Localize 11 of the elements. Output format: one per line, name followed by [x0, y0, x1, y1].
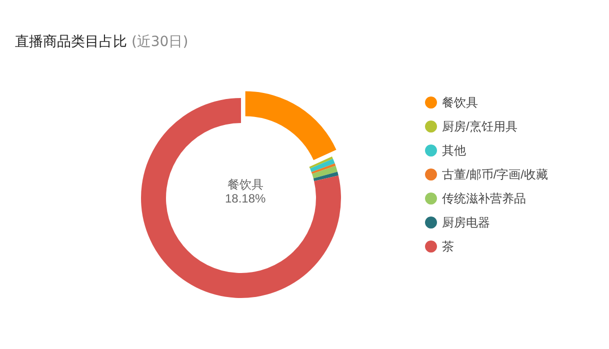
legend-label: 其他 [442, 144, 466, 158]
legend-label: 餐饮具 [442, 96, 478, 110]
slice-label: 餐饮具 [227, 177, 264, 192]
legend-label: 传统滋补营养品 [442, 192, 526, 206]
legend-label: 厨房电器 [442, 216, 490, 230]
chart-title: 直播商品类目占比 [15, 34, 127, 50]
chart-subtitle: (近30日) [131, 34, 188, 50]
legend-label: 茶 [442, 240, 454, 254]
legend-label: 古董/邮币/字画/收藏 [442, 168, 548, 182]
data-label: 18.18% [224, 191, 266, 206]
legend-label: 厨房/烹饪用具 [442, 120, 518, 134]
